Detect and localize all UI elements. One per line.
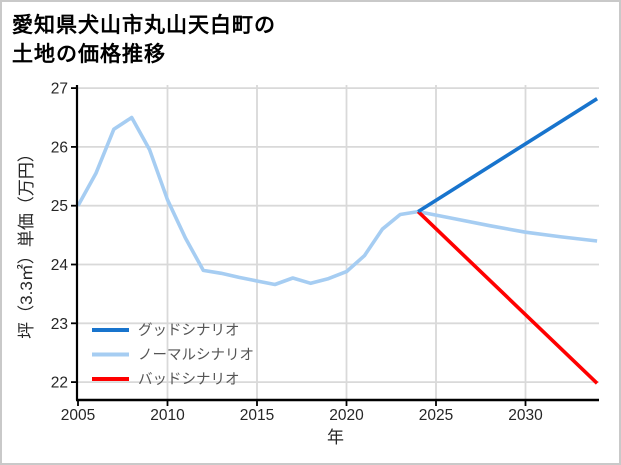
y-tick-label: 26 [51,139,68,156]
x-tick-label: 2025 [419,407,453,424]
page-title: 愛知県犬山市丸山天白町の 土地の価格推移 [12,11,276,69]
y-axis-label: 坪（3.3㎡）単価（万円） [17,145,36,339]
x-tick-label: 2030 [508,407,543,424]
legend-label-good: グッドシナリオ [138,322,240,339]
title-line-1: 愛知県犬山市丸山天白町の [12,14,276,37]
series-line-good [417,97,599,214]
x-tick-label: 2015 [240,407,274,424]
legend-label-normal: ノーマルシナリオ [138,348,254,364]
y-tick-label: 27 [51,81,68,98]
x-axis-label: 年 [327,428,344,447]
x-tick-label: 2020 [329,407,364,424]
legend-label-bad: バッドシナリオ [138,372,240,388]
series-line-normal [76,115,598,287]
y-tick-label: 25 [51,198,68,215]
y-tick-label: 24 [51,257,69,274]
x-tick-label: 2005 [61,407,95,424]
series-line-bad [416,210,599,385]
y-tick-label: 22 [51,375,68,392]
y-tick-label: 23 [51,316,68,333]
x-tick-label: 2010 [150,407,185,424]
title-line-2: 土地の価格推移 [12,43,166,66]
